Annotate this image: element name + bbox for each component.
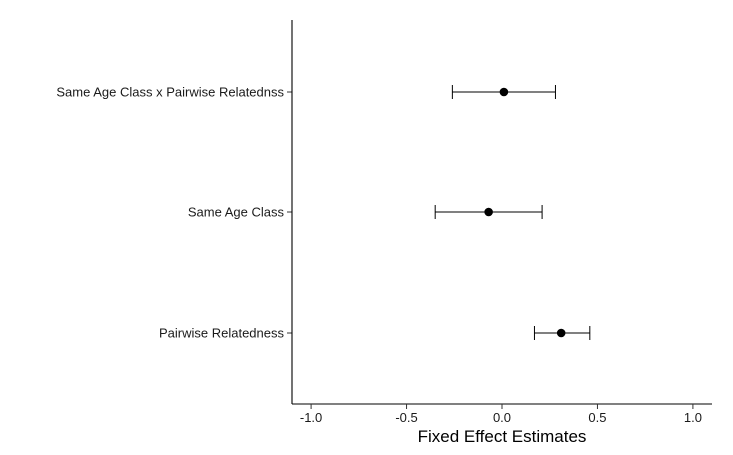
y-tick-labels: Same Age Class x Pairwise Relatednss Same… — [56, 85, 284, 341]
x-tick-label: -0.5 — [395, 410, 417, 425]
estimate-marks — [434, 85, 591, 340]
y-tick-label: Pairwise Relatedness — [159, 326, 285, 341]
y-tick-marks — [287, 91, 292, 334]
x-tick-label: 0.0 — [493, 410, 511, 425]
y-tick-label: Same Age Class x Pairwise Relatednss — [56, 85, 284, 100]
x-tick-label: 0.5 — [588, 410, 606, 425]
x-tick-label: 1.0 — [684, 410, 702, 425]
x-axis-title: Fixed Effect Estimates — [418, 427, 587, 446]
y-tick-label: Same Age Class — [188, 205, 285, 220]
estimate-point — [499, 87, 509, 97]
x-tick-label: -1.0 — [300, 410, 322, 425]
x-axis: -1.0 -0.5 0.0 0.5 1.0 — [292, 403, 712, 425]
estimate-point — [484, 207, 493, 217]
estimate-point — [556, 328, 566, 338]
